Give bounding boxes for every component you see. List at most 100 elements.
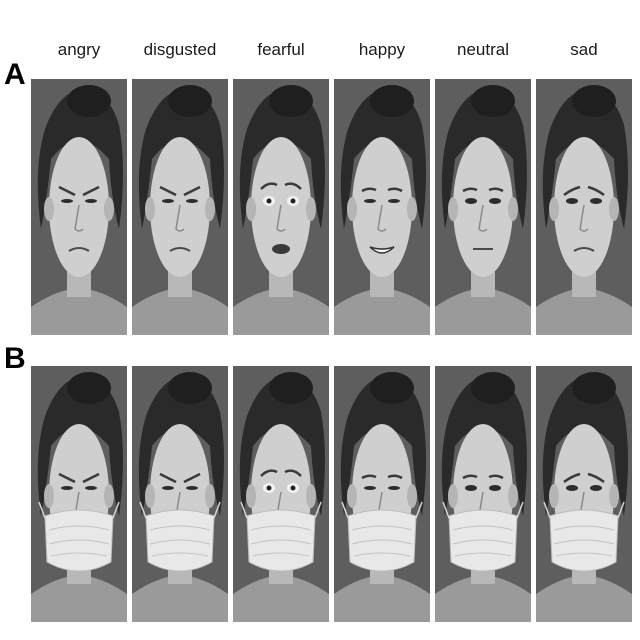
mask-pleat [452, 525, 514, 531]
hair [239, 89, 325, 229]
face-drawing [536, 79, 632, 335]
shoulders [536, 289, 632, 335]
left-ear [145, 197, 155, 221]
right-ear [205, 197, 215, 221]
left-brow [159, 472, 177, 484]
face-photo-b-sad [536, 366, 632, 622]
mask-strap-right [516, 501, 524, 519]
left-ear [549, 484, 559, 508]
face-photo-b-disgusted [132, 366, 228, 622]
right-ear [104, 484, 114, 508]
face-drawing [233, 366, 329, 622]
right-ear [407, 197, 417, 221]
right-brow [387, 187, 403, 193]
right-brow [82, 185, 100, 197]
left-eye [61, 486, 73, 490]
hair [441, 376, 527, 516]
left-brow [159, 185, 177, 197]
left-pupil [266, 485, 272, 491]
face-drawing [233, 79, 329, 335]
mouth [169, 247, 191, 252]
hair-top [67, 85, 111, 117]
mask-pleat [252, 552, 310, 557]
nose [74, 204, 84, 232]
left-brow [58, 472, 76, 484]
hair-top [370, 85, 414, 117]
right-pupil [290, 198, 296, 204]
right-brow [387, 474, 403, 480]
face-photo-a-sad [536, 79, 632, 335]
shoulders [31, 289, 127, 335]
right-ear [407, 484, 417, 508]
left-brow [563, 185, 581, 197]
shoulders [31, 576, 127, 622]
right-ear [508, 197, 518, 221]
face-drawing [132, 79, 228, 335]
right-ear [508, 484, 518, 508]
column-label-angry: angry [57, 40, 101, 59]
right-eye [186, 199, 198, 203]
hair-top [168, 85, 212, 117]
face-drawing [334, 366, 430, 622]
right-eye [489, 198, 501, 204]
mask-strap-right [213, 501, 221, 519]
right-brow [488, 474, 504, 480]
mask-pleat [149, 525, 211, 531]
mouth [573, 247, 595, 252]
face-photo-b-happy [334, 366, 430, 622]
mouth [68, 247, 90, 252]
right-brow [284, 182, 302, 190]
left-eye [162, 199, 174, 203]
nose [377, 204, 387, 232]
column-label-neutral: neutral [457, 40, 509, 59]
left-eye [465, 485, 477, 491]
hair [37, 376, 123, 516]
hair [138, 376, 224, 516]
shoulders [435, 289, 531, 335]
mouth [272, 244, 290, 254]
left-brow [260, 469, 278, 477]
mask-strap-left [442, 501, 450, 519]
shoulders [233, 576, 329, 622]
face-photo-a-disgusted [132, 79, 228, 335]
right-ear [609, 197, 619, 221]
left-eye [566, 485, 578, 491]
left-ear [347, 197, 357, 221]
right-eye [85, 486, 97, 490]
shoulders [132, 289, 228, 335]
mask-strap-left [543, 501, 551, 519]
mask-pleat [452, 539, 514, 545]
right-brow [284, 469, 302, 477]
right-ear [104, 197, 114, 221]
left-ear [246, 484, 256, 508]
nose [478, 204, 488, 232]
left-ear [246, 197, 256, 221]
left-brow [563, 472, 581, 484]
mask-pleat [50, 552, 108, 557]
hair [239, 376, 325, 516]
face-photo-a-fearful [233, 79, 329, 335]
right-eye [186, 486, 198, 490]
mask-pleat [351, 539, 413, 545]
face-photo-b-fearful [233, 366, 329, 622]
hair [542, 376, 628, 516]
face-photo-b-angry [31, 366, 127, 622]
right-ear [205, 484, 215, 508]
left-eye [465, 198, 477, 204]
mask-pleat [149, 539, 211, 545]
mask-pleat [48, 539, 110, 545]
right-eye [85, 199, 97, 203]
left-brow [58, 185, 76, 197]
face-photo-b-neutral [435, 366, 531, 622]
row-label-a: A [4, 58, 26, 91]
column-label-fearful: fearful [257, 40, 305, 59]
shoulders [132, 576, 228, 622]
hair [340, 89, 426, 229]
right-brow [183, 185, 201, 197]
nose [579, 204, 589, 232]
shoulders [435, 576, 531, 622]
hair [138, 89, 224, 229]
face-drawing [536, 366, 632, 622]
left-ear [44, 484, 54, 508]
row-label-b: B [4, 342, 26, 375]
